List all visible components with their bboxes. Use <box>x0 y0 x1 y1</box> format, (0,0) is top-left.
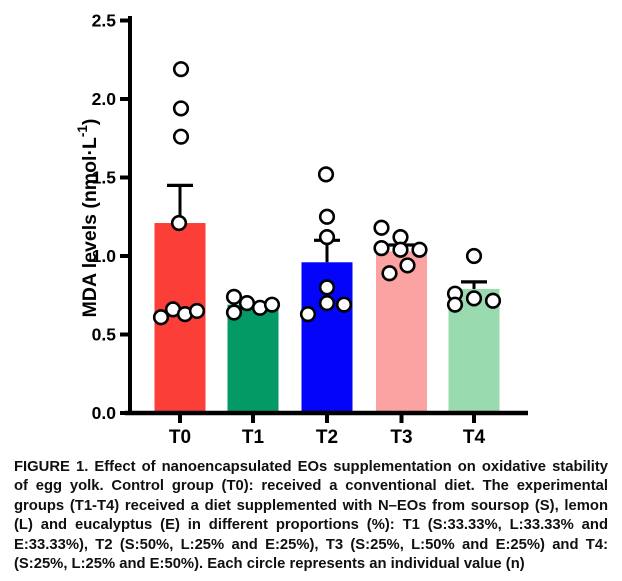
y-tick-label: 1.0 <box>92 246 117 266</box>
data-point-T3 <box>399 257 416 274</box>
data-point-T4 <box>465 247 483 265</box>
x-tick-label: T0 <box>169 427 191 448</box>
x-tick-label: T2 <box>316 427 338 448</box>
data-point-T1 <box>263 296 281 313</box>
data-point-T1 <box>225 288 243 305</box>
data-point-T2 <box>318 208 336 225</box>
y-axis-title: MDA levels (nmol·L-1) <box>75 119 101 318</box>
data-point-T3 <box>411 241 428 258</box>
caption-line: (L) and eucalyptus (E) in different prop… <box>14 517 608 534</box>
bar-T1 <box>227 304 279 413</box>
data-point-T1 <box>238 295 256 312</box>
data-point-T0 <box>152 309 170 326</box>
y-tick-label: 0.0 <box>92 403 117 423</box>
caption-line: groups (T1-T4) received a diet supplemen… <box>14 497 608 514</box>
data-point-T2 <box>318 229 336 246</box>
data-point-T0 <box>188 302 206 320</box>
mda-bar-chart: 0.0 0.5 1.0 1.5 2.0 2.5 T0 T1 T2 T3 T4 MDA levels (… <box>75 11 528 448</box>
data-point-T3 <box>392 241 409 258</box>
y-tick-label: 1.5 <box>92 168 117 188</box>
x-tick-label: T4 <box>463 427 486 448</box>
data-point-T0 <box>172 61 190 78</box>
caption-line: E:33.33%), T2 (S:50%, L:25% and E:25%), … <box>14 536 608 553</box>
data-point-T2 <box>317 166 335 183</box>
y-tick-label: 2.0 <box>92 89 117 109</box>
data-point-T2 <box>299 305 317 323</box>
caption-line: FIGURE 1. Effect of nanoencapsulated EOs… <box>14 459 608 475</box>
caption-line: of egg yolk. Control group (T0): receive… <box>14 478 608 495</box>
data-point-T4 <box>446 296 464 313</box>
data-point-T3 <box>373 240 390 257</box>
data-point-T4 <box>465 290 483 307</box>
caption-line: (S:25%, L:25% and E:50%). Each circle re… <box>14 556 525 573</box>
x-tick-label: T3 <box>390 427 412 448</box>
data-point-T0 <box>172 100 190 117</box>
figure-caption: FIGURE 1. Effect of nanoencapsulated EOs… <box>14 458 608 574</box>
data-point-T3 <box>381 265 398 282</box>
data-point-T2 <box>318 295 336 312</box>
data-point-T2 <box>318 279 336 296</box>
data-point-T2 <box>335 296 353 313</box>
x-tick-label: T1 <box>242 427 265 448</box>
data-point-T1 <box>225 304 243 321</box>
data-point-T3 <box>373 219 390 236</box>
y-tick-label: 2.5 <box>92 11 117 31</box>
data-point-T4 <box>484 292 502 309</box>
data-point-T0 <box>172 128 190 145</box>
y-tick-label: 0.5 <box>92 325 117 345</box>
data-point-T0 <box>170 214 188 232</box>
